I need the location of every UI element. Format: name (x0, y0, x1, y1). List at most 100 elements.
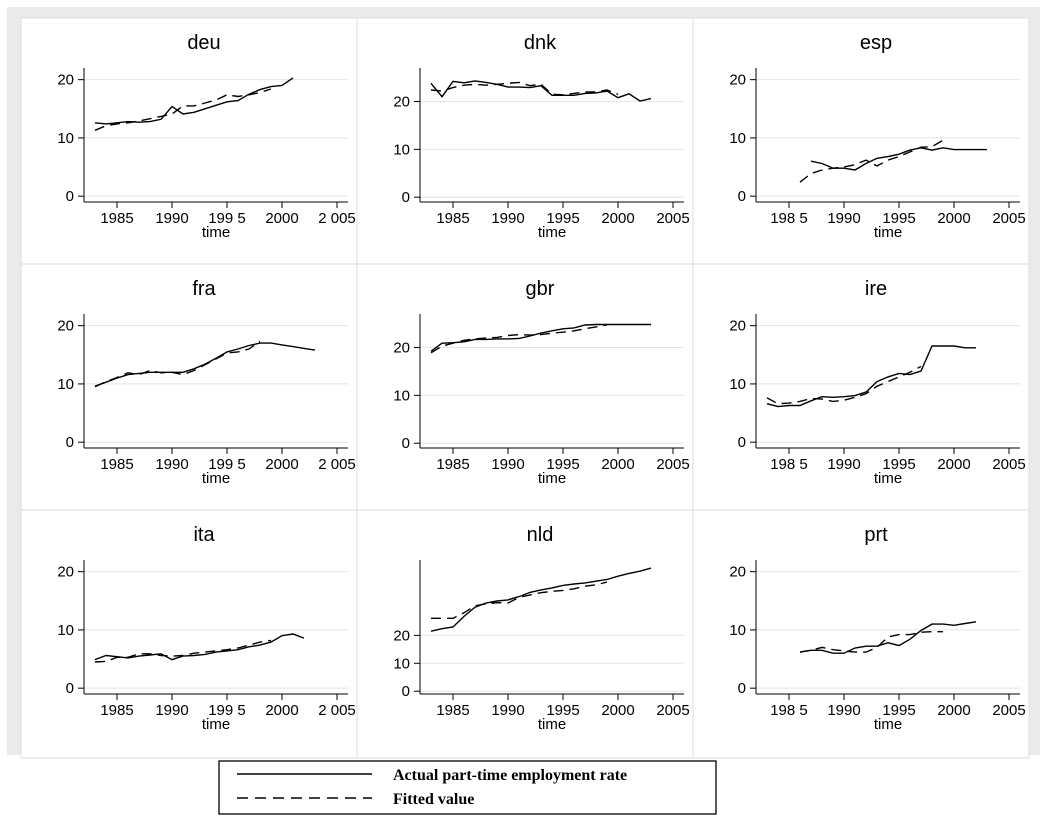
x-tick-label: 2000 (937, 210, 970, 227)
x-tick-label: 2 005 (318, 702, 356, 719)
x-tick-label: 1990 (155, 702, 188, 719)
y-tick-label: 10 (393, 387, 410, 404)
x-tick-label: 1985 (436, 702, 469, 719)
y-tick-label: 0 (738, 434, 746, 451)
y-tick-label: 20 (729, 564, 746, 581)
y-tick-label: 0 (402, 683, 410, 700)
panel-title-prt: prt (864, 524, 888, 546)
x-tick-label: 1990 (155, 210, 188, 227)
series-line-actual (430, 567, 652, 632)
x-tick-label: 2000 (265, 456, 298, 473)
y-tick-label: 0 (66, 680, 74, 697)
series-line-fitted (799, 631, 943, 653)
y-tick-label: 10 (729, 622, 746, 639)
x-tick-label: 2000 (937, 702, 970, 719)
panel-background (356, 263, 694, 513)
x-tick-label: 2005 (992, 702, 1025, 719)
series-line-fitted (94, 340, 261, 388)
panel-fra: fra 0 10 20 1985 1990 199 5 2000 2 005 time (20, 263, 358, 513)
panel-background (356, 509, 694, 759)
x-tick-label: 1995 (546, 702, 579, 719)
x-tick-label: 2000 (265, 702, 298, 719)
x-tick-label: 2000 (601, 210, 634, 227)
x-tick-label: 1995 (882, 210, 915, 227)
x-axis-label: time (874, 470, 902, 487)
panel-title-ita: ita (193, 524, 215, 546)
legend-label-fitted: Fitted value (393, 791, 474, 808)
x-tick-label: 199 5 (208, 210, 246, 227)
panel-title-dnk: dnk (524, 32, 557, 54)
x-tick-label: 2 005 (318, 210, 356, 227)
x-tick-label: 199 5 (208, 456, 246, 473)
series-line-fitted (94, 88, 272, 131)
series-line-actual (799, 621, 977, 654)
series-line-fitted (430, 81, 619, 96)
x-axis-label: time (538, 470, 566, 487)
panel-dnk: dnk 0 10 20 1985 1990 1995 2000 2005 time (356, 17, 694, 267)
y-tick-label: 10 (393, 141, 410, 158)
panel-background (20, 263, 358, 513)
x-tick-label: 2005 (656, 210, 689, 227)
panel-background (692, 263, 1030, 513)
panel-ire: ire 0 10 20 198 5 1990 1995 2000 2005 time (692, 263, 1030, 513)
panel-title-nld: nld (527, 524, 554, 546)
x-tick-label: 1995 (882, 702, 915, 719)
panel-background (692, 17, 1030, 267)
y-tick-label: 20 (57, 564, 74, 581)
y-tick-label: 0 (738, 188, 746, 205)
y-tick-label: 10 (57, 376, 74, 393)
y-tick-label: 20 (729, 72, 746, 89)
x-tick-label: 1985 (436, 210, 469, 227)
x-tick-label: 1985 (100, 456, 133, 473)
panel-title-fra: fra (192, 278, 216, 300)
y-tick-label: 20 (393, 94, 410, 111)
panel-prt: prt 0 10 20 198 5 1990 1995 2000 2005 time (692, 509, 1030, 759)
x-axis-label: time (202, 224, 230, 241)
y-tick-label: 10 (57, 622, 74, 639)
x-axis-label: time (874, 224, 902, 241)
x-tick-label: 1985 (100, 210, 133, 227)
series-line-actual (94, 342, 316, 387)
y-tick-label: 20 (57, 318, 74, 335)
y-tick-label: 10 (729, 376, 746, 393)
y-tick-label: 0 (738, 680, 746, 697)
y-tick-label: 10 (57, 130, 74, 147)
series-line-actual (430, 80, 652, 102)
x-axis-label: time (202, 716, 230, 733)
y-tick-label: 0 (66, 188, 74, 205)
legend-label-actual: Actual part-time employment rate (393, 767, 627, 784)
series-line-actual (94, 633, 305, 661)
series-line-actual (430, 323, 651, 352)
y-tick-label: 20 (57, 72, 74, 89)
x-tick-label: 1990 (491, 702, 524, 719)
y-tick-label: 0 (66, 434, 74, 451)
y-tick-label: 0 (402, 435, 410, 452)
y-tick-label: 10 (729, 130, 746, 147)
y-tick-label: 10 (393, 655, 410, 672)
series-line-fitted (431, 581, 608, 619)
y-tick-label: 0 (402, 189, 410, 206)
panel-deu: deu 0 10 20 1985 1990 199 5 2000 2 005 time (20, 17, 358, 267)
x-tick-label: 2000 (937, 456, 970, 473)
x-tick-label: 1995 (546, 456, 579, 473)
panel-title-esp: esp (860, 32, 892, 54)
panel-background (692, 509, 1030, 759)
panel-esp: esp 0 10 20 198 5 1990 1995 2000 2005 time (692, 17, 1030, 267)
panel-nld: nld 0 10 20 1985 1990 1995 2000 2005 time (356, 509, 694, 759)
series-line-actual (94, 77, 294, 125)
x-tick-label: 1990 (827, 210, 860, 227)
y-tick-label: 20 (729, 318, 746, 335)
panel-background (20, 17, 358, 267)
x-tick-label: 1990 (491, 456, 524, 473)
x-tick-label: 1990 (827, 456, 860, 473)
x-tick-label: 2005 (656, 702, 689, 719)
series-line-fitted (766, 365, 922, 405)
panel-title-deu: deu (187, 32, 220, 54)
x-tick-label: 2005 (992, 210, 1025, 227)
x-tick-label: 1990 (155, 456, 188, 473)
x-tick-label: 2 005 (318, 456, 356, 473)
x-tick-label: 1995 (546, 210, 579, 227)
panel-title-gbr: gbr (526, 278, 555, 300)
